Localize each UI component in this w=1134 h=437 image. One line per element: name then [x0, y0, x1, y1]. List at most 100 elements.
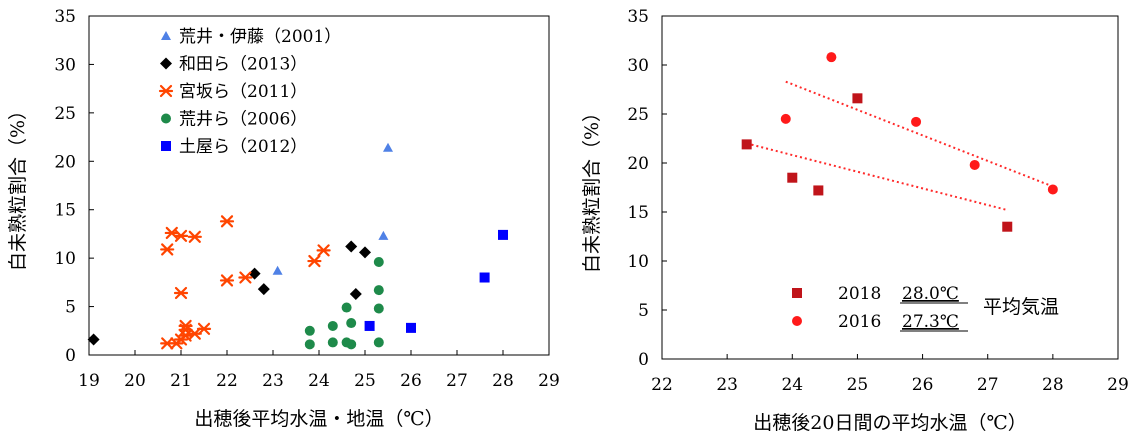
y-tick-label: 30 — [627, 56, 649, 76]
left-chart: 19 20 21 22 23 24 25 26 27 28 29 0 5 10 15 20 25 30 35 荒井… — [7, 7, 560, 430]
y-tick-label: 20 — [627, 154, 649, 174]
legend-year: 2016 — [838, 312, 881, 332]
legend-label: 和田ら（2013） — [179, 55, 307, 75]
legend-label: 宮坂ら（2011） — [179, 82, 307, 102]
data-point-asterisk — [316, 244, 331, 257]
right-trendlines — [746, 80, 1054, 212]
data-point-square — [479, 272, 490, 283]
data-point-diamond — [257, 283, 270, 296]
x-tick-label: 22 — [651, 375, 673, 395]
data-point-circle — [327, 337, 338, 348]
data-point-asterisk — [219, 215, 235, 228]
data-point-diamond — [87, 333, 100, 346]
y-tick-label: 5 — [638, 301, 649, 321]
y-tick-label: 10 — [54, 249, 76, 269]
legend-marker-diamond — [160, 57, 172, 70]
data-point-diamond — [349, 287, 362, 300]
x-tick-label: 21 — [170, 371, 192, 391]
data-point-square — [364, 320, 375, 331]
y-tick-label: 35 — [627, 7, 649, 27]
data-point-square — [813, 185, 824, 196]
data-point-circle — [969, 159, 980, 170]
data-point-asterisk — [219, 274, 235, 287]
left-y-axis-label: 白未熟粒割合（%） — [7, 101, 29, 271]
right-x-axis-label: 出穂後20日間の平均水温（℃） — [753, 412, 1026, 434]
x-tick-label: 24 — [308, 371, 330, 391]
y-tick-label: 15 — [627, 203, 649, 223]
y-tick-label: 10 — [627, 252, 649, 272]
legend-marker-square — [792, 288, 802, 298]
legend-marker-circle — [161, 113, 171, 124]
x-tick-label: 25 — [354, 371, 376, 391]
legend-label: 荒井・伊藤（2001） — [179, 27, 341, 47]
left-plot-area — [88, 15, 550, 356]
data-point-asterisk — [173, 286, 189, 300]
data-point-asterisk — [196, 322, 212, 335]
left-x-ticks: 19 20 21 22 23 24 25 26 27 28 29 — [78, 350, 560, 391]
legend-marker-square — [161, 141, 171, 151]
trendline-2016 — [785, 80, 1054, 188]
data-point-circle — [1047, 184, 1058, 195]
legend-label: 荒井ら（2006） — [179, 110, 307, 130]
x-tick-label: 24 — [781, 375, 803, 395]
legend-annotation: 平均気温 — [983, 296, 1059, 318]
left-y-ticks: 0 5 10 15 20 25 30 35 — [54, 7, 94, 366]
y-tick-label: 30 — [54, 55, 76, 75]
data-point-circle — [346, 318, 357, 329]
data-point-asterisk — [173, 229, 189, 242]
right-plot-area — [661, 15, 1119, 360]
left-points — [87, 142, 508, 350]
x-tick-label: 28 — [1042, 375, 1064, 395]
data-point-asterisk — [187, 230, 202, 243]
data-point-diamond — [359, 246, 371, 259]
legend-label: 土屋ら（2012） — [179, 137, 307, 157]
legend-avg-temp: 28.0℃ — [902, 284, 959, 304]
data-point-diamond — [345, 240, 358, 253]
right-points — [741, 52, 1058, 232]
data-point-circle — [373, 285, 384, 296]
legend-marker-circle — [792, 316, 802, 326]
data-point-triangle — [378, 230, 389, 240]
y-tick-label: 25 — [54, 104, 76, 124]
x-tick-label: 22 — [216, 371, 238, 391]
data-point-circle — [826, 52, 837, 63]
data-point-square — [741, 139, 752, 150]
data-point-square — [787, 172, 798, 183]
x-tick-label: 26 — [400, 371, 422, 391]
right-legend: 2018 28.0℃ 2016 27.3℃ 平均気温 — [792, 284, 1059, 332]
data-point-asterisk — [238, 271, 253, 284]
data-point-square — [406, 322, 416, 333]
right-y-ticks: 0 5 10 15 20 25 30 35 — [627, 7, 667, 370]
x-tick-label: 19 — [78, 371, 100, 391]
x-tick-label: 28 — [492, 371, 514, 391]
y-tick-label: 0 — [638, 350, 649, 370]
legend-marker-asterisk — [158, 84, 174, 98]
y-tick-label: 15 — [54, 201, 76, 221]
data-point-square — [498, 229, 508, 240]
legend-year: 2018 — [838, 284, 881, 304]
left-legend: 荒井・伊藤（2001） 和田ら（2013） 宮坂ら（2011） 荒井ら（2006） 土屋… — [158, 27, 341, 157]
y-tick-label: 0 — [65, 346, 76, 366]
y-tick-label: 20 — [54, 152, 76, 172]
data-point-asterisk — [307, 254, 322, 268]
right-y-axis-label: 白未熟粒割合（%） — [581, 103, 603, 273]
y-tick-label: 25 — [627, 105, 649, 125]
data-point-circle — [304, 325, 315, 336]
data-point-circle — [373, 337, 384, 348]
data-point-circle — [373, 303, 384, 314]
legend-marker-triangle — [161, 31, 171, 40]
data-point-circle — [911, 116, 922, 127]
x-tick-label: 25 — [847, 375, 869, 395]
x-tick-label: 23 — [716, 375, 738, 395]
x-tick-label: 26 — [912, 375, 934, 395]
data-point-asterisk — [160, 243, 175, 256]
data-point-circle — [304, 339, 315, 350]
x-tick-label: 27 — [977, 375, 999, 395]
data-point-circle — [373, 257, 384, 268]
data-point-circle — [327, 320, 338, 331]
x-tick-label: 29 — [1107, 375, 1129, 395]
data-point-circle — [780, 113, 791, 124]
data-point-circle — [341, 302, 352, 313]
data-point-triangle — [383, 142, 393, 152]
